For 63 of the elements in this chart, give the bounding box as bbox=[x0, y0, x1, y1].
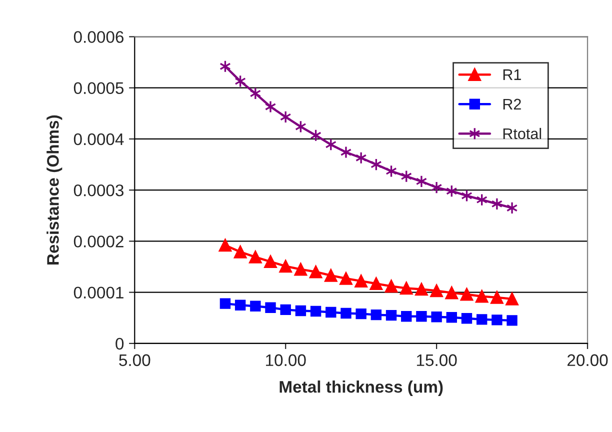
point bbox=[265, 302, 276, 314]
y-tick-label: 0.0002 bbox=[74, 236, 124, 248]
point bbox=[234, 246, 247, 258]
point bbox=[264, 255, 277, 268]
point bbox=[295, 305, 306, 316]
point bbox=[340, 146, 352, 159]
point bbox=[324, 269, 338, 282]
legend-label: R1 bbox=[503, 69, 521, 80]
point bbox=[234, 300, 246, 310]
point bbox=[370, 309, 382, 320]
point bbox=[476, 314, 488, 325]
point bbox=[446, 312, 458, 323]
x-tick-label: 15.00 bbox=[416, 354, 457, 366]
y-axis-title: Resistance (Ohms) bbox=[46, 115, 62, 264]
point bbox=[400, 282, 413, 295]
point bbox=[475, 290, 488, 303]
x-tick-label: 10.00 bbox=[266, 354, 306, 366]
x-tick-label: 5.00 bbox=[119, 354, 150, 366]
legend-label: Rtotal bbox=[503, 128, 542, 140]
point bbox=[354, 274, 368, 288]
point bbox=[416, 310, 427, 322]
point bbox=[279, 260, 292, 273]
y-tick-label: 0.0003 bbox=[74, 184, 124, 196]
point bbox=[326, 306, 336, 318]
point bbox=[340, 272, 352, 285]
point bbox=[384, 280, 398, 293]
point bbox=[490, 291, 504, 304]
point bbox=[401, 310, 412, 322]
point bbox=[431, 312, 442, 322]
y-tick-label: 0.0005 bbox=[74, 82, 124, 94]
point bbox=[355, 151, 367, 164]
y-tick-label: 0.0004 bbox=[74, 133, 124, 146]
point bbox=[461, 313, 472, 324]
point bbox=[506, 315, 518, 326]
point bbox=[506, 202, 518, 214]
point bbox=[294, 262, 308, 276]
point bbox=[415, 282, 428, 296]
y-tick-label: 0 bbox=[116, 338, 124, 350]
point bbox=[340, 308, 352, 319]
point bbox=[460, 288, 474, 301]
point bbox=[370, 277, 383, 290]
point bbox=[416, 175, 428, 188]
point bbox=[218, 238, 232, 252]
point bbox=[249, 250, 262, 264]
x-tick-label: 20.00 bbox=[568, 354, 608, 366]
point bbox=[309, 265, 322, 278]
point bbox=[250, 300, 261, 312]
y-tick-label: 0.0006 bbox=[74, 31, 124, 43]
point bbox=[310, 306, 322, 317]
y-tick-label: 0.0001 bbox=[74, 286, 124, 299]
point bbox=[220, 298, 231, 309]
legend-label: R2 bbox=[503, 98, 521, 110]
point bbox=[430, 181, 442, 194]
x-axis-title: Metal thickness (um) bbox=[280, 380, 443, 396]
point bbox=[386, 310, 397, 321]
point bbox=[264, 100, 276, 114]
point bbox=[492, 314, 502, 326]
point bbox=[280, 304, 291, 316]
point bbox=[445, 286, 458, 300]
point bbox=[430, 284, 443, 298]
point bbox=[506, 292, 518, 306]
point bbox=[356, 308, 366, 320]
point bbox=[491, 197, 503, 210]
